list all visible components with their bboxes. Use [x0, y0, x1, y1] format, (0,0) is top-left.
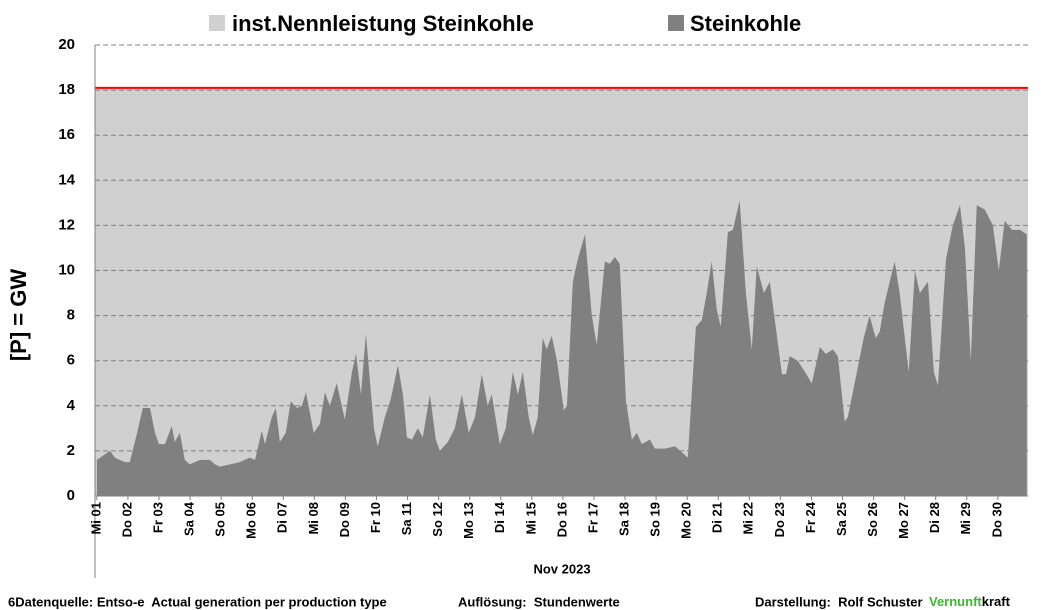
x-tick-label: Mo 27 — [896, 502, 911, 539]
footer-author: Darstellung: Rolf Schuster — [755, 594, 923, 609]
brand-green: Vernunft — [929, 594, 982, 609]
y-tick-label: 0 — [67, 487, 75, 504]
x-tick-label: Mi 29 — [958, 502, 973, 535]
y-tick-label: 14 — [58, 171, 75, 188]
y-tick-label: 12 — [58, 216, 75, 233]
x-tick-label: Do 23 — [772, 502, 787, 537]
x-tick-label: Mo 13 — [461, 502, 476, 539]
x-tick-label: Do 30 — [989, 502, 1004, 537]
y-tick-label: 20 — [58, 36, 75, 53]
x-tick-label: So 19 — [648, 502, 663, 537]
y-tick-label: 2 — [67, 442, 75, 459]
x-tick-label: So 05 — [213, 502, 228, 537]
x-tick-label: Mo 06 — [244, 502, 259, 539]
y-tick-label: 18 — [58, 81, 75, 98]
x-tick-label: Di 14 — [492, 501, 507, 533]
legend-label: Steinkohle — [690, 11, 801, 36]
x-tick-label: Di 28 — [927, 502, 942, 533]
x-tick-label: Sa 11 — [399, 502, 414, 535]
legend-swatch — [668, 15, 684, 31]
x-tick-label: Do 16 — [554, 502, 569, 537]
x-axis-label: Nov 2023 — [533, 561, 590, 576]
x-tick-label: Fr 10 — [368, 502, 383, 533]
x-tick-label: Sa 18 — [616, 502, 631, 536]
y-tick-label: 10 — [58, 261, 75, 278]
x-tick-label: Sa 04 — [182, 501, 197, 536]
x-tick-label: So 26 — [865, 502, 880, 537]
x-tick-label: Fr 17 — [585, 502, 600, 533]
generation-area — [96, 200, 1027, 496]
x-tick-label: Di 07 — [275, 502, 290, 533]
x-tick-label: Do 09 — [337, 502, 352, 537]
legend-label: inst.Nennleistung Steinkohle — [232, 11, 534, 36]
footer-brand: Vernunftkraft — [929, 594, 1011, 609]
legend-swatch — [209, 15, 225, 31]
x-tick-label: Mo 20 — [679, 502, 694, 539]
y-axis-label: [P] = GW — [6, 269, 31, 362]
footer-resolution: Auflösung: Stundenwerte — [458, 594, 620, 609]
y-tick-label: 4 — [67, 397, 76, 414]
x-tick-label: So 12 — [430, 502, 445, 537]
x-tick-label: Mi 01 — [88, 502, 103, 535]
footer-source: 6Datenquelle: Entso-e Actual generation … — [8, 594, 387, 609]
y-tick-label: 16 — [58, 126, 75, 143]
x-tick-label: Mi 22 — [741, 502, 756, 535]
x-tick-label: Di 21 — [710, 502, 725, 533]
x-tick-label: Do 02 — [119, 502, 134, 537]
x-tick-label: Fr 24 — [803, 501, 818, 533]
x-tick-label: Mi 08 — [306, 502, 321, 535]
brand-black: kraft — [982, 594, 1011, 609]
y-tick-label: 6 — [67, 352, 75, 369]
y-tick-label: 8 — [67, 307, 75, 324]
x-tick-label: Mi 15 — [523, 502, 538, 535]
x-tick-label: Sa 25 — [834, 502, 849, 536]
x-tick-label: Fr 03 — [150, 502, 165, 533]
